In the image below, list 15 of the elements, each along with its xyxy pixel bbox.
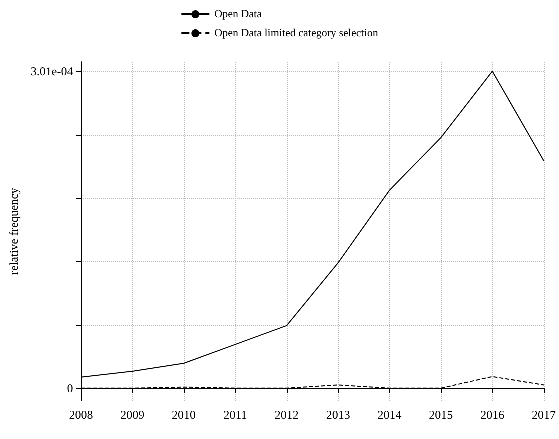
x-tick-label: 2013: [326, 408, 350, 422]
x-tick-label: 2015: [429, 408, 454, 422]
x-tick-label: 2008: [69, 408, 94, 422]
y-axis-title: relative frequency: [7, 188, 21, 275]
x-tick-label: 2012: [274, 408, 299, 422]
x-tick-label: 2014: [378, 408, 402, 422]
legend-label: Open Data limited category selection: [214, 28, 379, 40]
x-tick-label: 2016: [480, 408, 505, 422]
legend-label: Open Data: [214, 8, 262, 20]
x-tick-label: 2010: [172, 408, 196, 422]
x-tick-label: 2017: [532, 408, 556, 422]
y-tick-label: 0: [67, 381, 74, 396]
x-tick-label: 2009: [120, 408, 145, 422]
x-tick-label: 2011: [224, 408, 248, 422]
y-tick-label: 3.01e-04: [30, 64, 74, 78]
